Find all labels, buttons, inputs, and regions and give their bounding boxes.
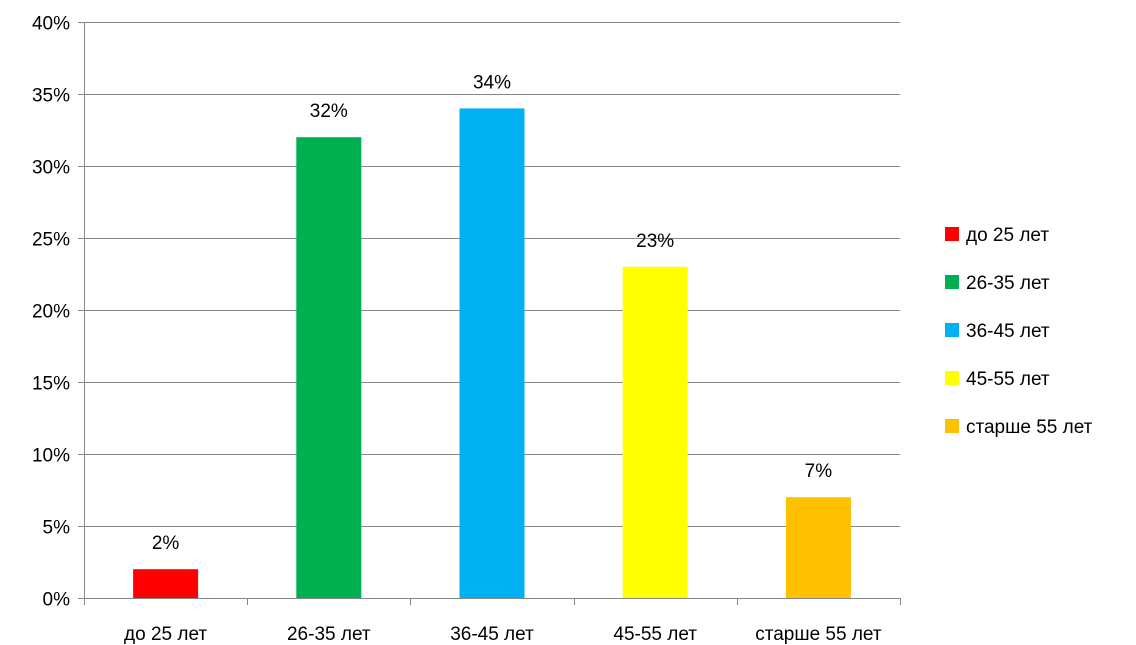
y-tick-label: 35% [32,86,70,107]
x-tick-label: 36-45 лет [450,624,534,645]
y-tick-label: 5% [43,518,71,539]
legend-swatch [945,323,959,337]
legend-entry: 26-35 лет [966,273,1050,294]
x-tick-label: 26-35 лет [287,624,371,645]
bars [133,108,851,599]
bar [296,137,362,598]
data-label: 7% [805,461,833,482]
y-tick-label: 15% [32,374,70,395]
data-label: 34% [473,72,511,93]
legend-swatch [945,419,959,433]
legend-entry: 45-55 лет [966,369,1050,390]
bar [622,266,688,598]
x-tick-label: до 25 лет [124,624,207,645]
data-label: 2% [152,533,180,554]
legend: до 25 лет 26-35 лет 36-45 лет 45-55 лет стар… [945,225,1093,438]
data-labels: 2% 32% 34% 23% 7% [152,72,832,554]
bar [785,497,851,598]
legend-swatch [945,371,959,385]
bar [133,569,199,598]
y-tick-label: 20% [32,302,70,323]
x-tick-labels: до 25 лет 26-35 лет 36-45 лет 45-55 лет стар… [124,624,882,645]
legend-entry: до 25 лет [966,225,1049,246]
y-tick-label: 40% [32,14,70,35]
data-label: 32% [310,101,348,122]
y-tick-label: 30% [32,158,70,179]
x-tick-label: старше 55 лет [755,624,882,645]
legend-swatch [945,275,959,289]
data-label: 23% [636,231,674,252]
bar [459,108,525,599]
y-tick-label: 0% [43,590,71,611]
axes [78,22,901,605]
legend-entry: 36-45 лет [966,321,1050,342]
x-tick-label: 45-55 лет [613,624,697,645]
y-tick-label: 10% [32,446,70,467]
y-tick-label: 25% [32,230,70,251]
legend-swatch [945,227,959,241]
y-tick-labels: 0% 5% 10% 15% 20% 25% 30% 35% 40% [32,14,70,611]
legend-entry: старше 55 лет [966,417,1093,438]
